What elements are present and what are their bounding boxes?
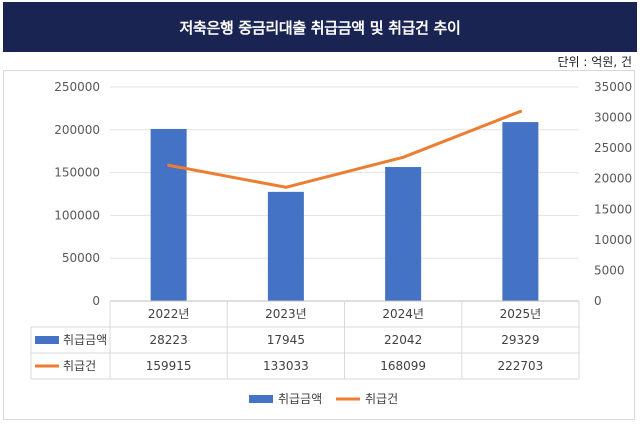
unit-note: 단위 : 억원, 건: [557, 55, 632, 69]
table-cell: 17945: [267, 333, 305, 347]
chart-title: 저축은행 중금리대출 취급금액 및 취급건 추이: [179, 18, 461, 37]
legend-label: 취급건: [365, 392, 398, 406]
line-point-취급건: [167, 163, 171, 167]
y-left-tick-label: 100000: [54, 208, 100, 222]
bar-취급금액: [267, 191, 304, 301]
y-right-tick-label: 5000: [594, 263, 625, 277]
bar-취급금액: [150, 128, 187, 301]
x-tick-label: 2025년: [500, 307, 542, 321]
table-cell: 29329: [501, 333, 539, 347]
legend-key-취급금액: [249, 395, 273, 403]
table-row-label: 취급금액: [63, 333, 107, 347]
line-point-취급건: [518, 109, 522, 113]
y-right-tick-label: 25000: [594, 141, 632, 155]
y-right-tick-label: 10000: [594, 233, 632, 247]
y-left-tick-label: 50000: [62, 251, 100, 265]
line-취급건: [167, 109, 522, 189]
y-left-tick-label: 200000: [54, 123, 100, 137]
y-right-tick-label: 15000: [594, 202, 632, 216]
table-cell: 168099: [380, 359, 426, 373]
y-right-tick-label: 30000: [594, 111, 632, 125]
x-tick-label: 2024년: [382, 307, 424, 321]
y-left-tick-label: 250000: [54, 80, 100, 94]
x-tick-label: 2022년: [148, 307, 190, 321]
y-right-tick-label: 35000: [594, 80, 632, 94]
table-cell: 222703: [497, 359, 543, 373]
y-right-tick-label: 0: [594, 294, 602, 308]
chart-frame: 0 50000 100000 150000 200000 250000 0 5000 10000…: [3, 70, 635, 420]
table-cell: 133033: [263, 359, 309, 373]
y-left-tick-label: 150000: [54, 166, 100, 180]
line-point-취급건: [401, 155, 405, 159]
table-cell: 159915: [146, 359, 192, 373]
title-bar: 저축은행 중금리대출 취급금액 및 취급건 추이: [3, 2, 637, 52]
table-legend-key-취급금액: [35, 336, 59, 344]
chart-svg: 0 50000 100000 150000 200000 250000 0 5000 10000…: [30, 80, 632, 406]
y-right-tick-label: 20000: [594, 172, 632, 186]
bar-취급금액: [502, 122, 539, 301]
table-cell: 28223: [150, 333, 188, 347]
y-left-tick-label: 0: [92, 294, 100, 308]
line-point-취급건: [284, 185, 288, 189]
legend-label: 취급금액: [278, 392, 322, 406]
table-cell: 22042: [384, 333, 422, 347]
x-tick-label: 2023년: [265, 307, 307, 321]
table-row-label: 취급건: [63, 359, 96, 373]
bar-취급금액: [385, 167, 422, 301]
